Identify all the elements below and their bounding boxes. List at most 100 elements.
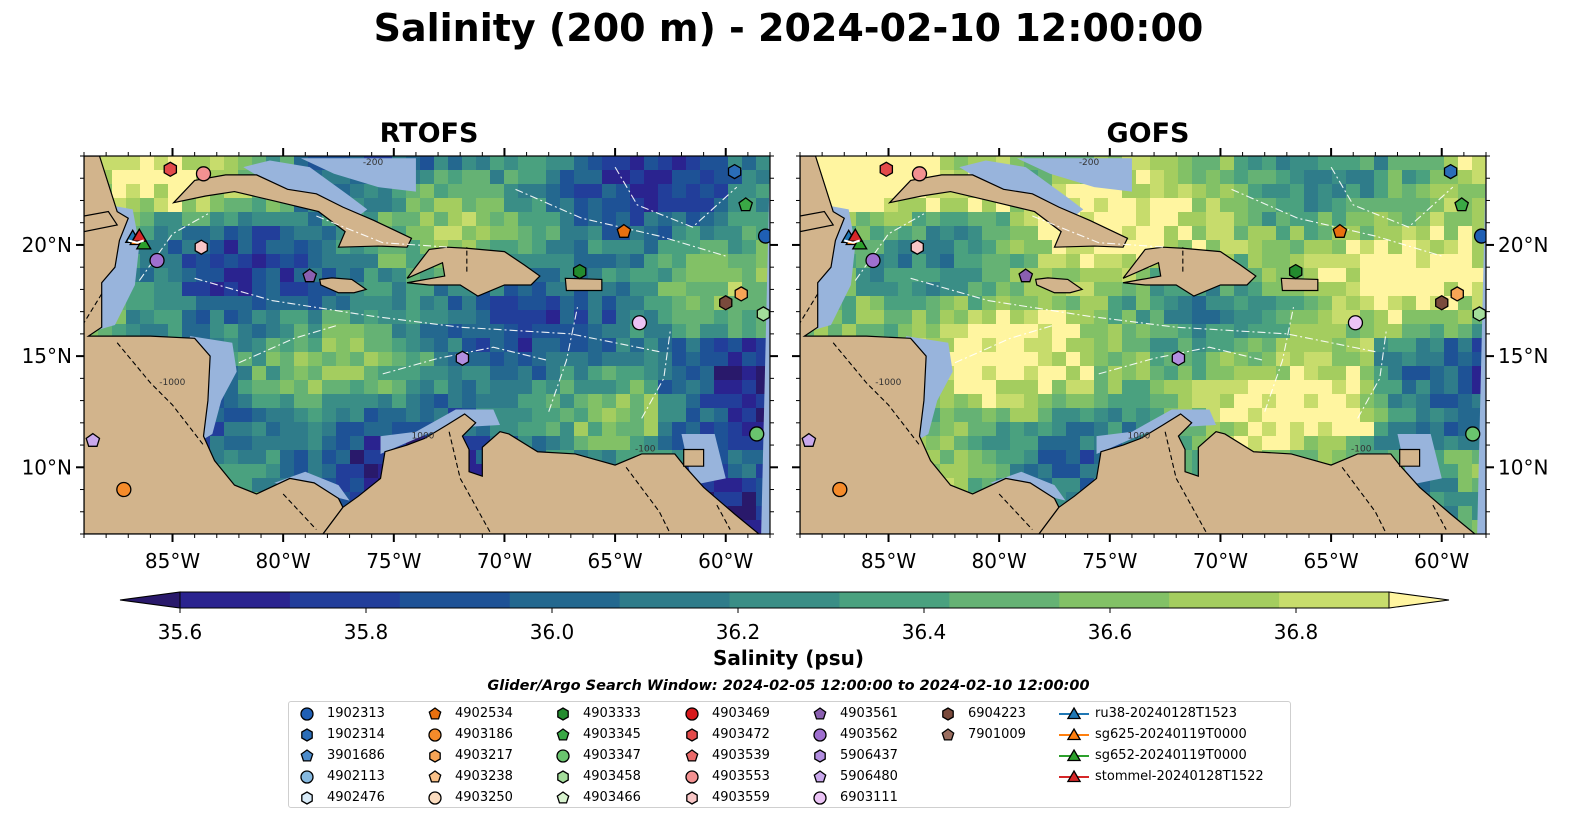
contour-labels-gofs: -200 -1000 1000 -100 bbox=[875, 158, 1371, 455]
legend-marker-shape bbox=[814, 748, 826, 763]
legend-title: Glider/Argo Search Window: 2024-02-05 12… bbox=[487, 678, 1090, 694]
border-line bbox=[716, 504, 731, 530]
legend: 1902313 1902314 3901686 4902113 4902476 49025… bbox=[288, 701, 1291, 808]
platform-marker bbox=[911, 166, 928, 182]
legend-marker bbox=[1059, 748, 1089, 761]
legend-item: 4903345 bbox=[553, 724, 641, 745]
contour-label: -100 bbox=[1351, 445, 1372, 455]
legend-marker bbox=[686, 727, 698, 742]
legend-marker-shape bbox=[556, 790, 570, 804]
legend-item: 4903469 bbox=[682, 703, 770, 724]
map-panel-gofs: -200 -1000 1000 -100 85°W 80°W 75°W 70°W 65°W 60°… bbox=[792, 148, 1548, 573]
legend-label: 4903347 bbox=[583, 748, 641, 763]
x-tick-label: 60°W bbox=[698, 549, 753, 573]
legend-item: 5906437 bbox=[810, 745, 898, 766]
legend-marker-shape bbox=[1066, 769, 1082, 782]
legend-marker bbox=[685, 769, 699, 784]
legend-marker-shape bbox=[942, 706, 954, 721]
platform-marker bbox=[910, 239, 924, 255]
legend-label: 7901009 bbox=[968, 727, 1026, 742]
legend-label: ru38-20240128T1523 bbox=[1095, 706, 1238, 721]
map-frame-gofs bbox=[799, 155, 1487, 535]
colorbar-bin bbox=[729, 592, 840, 608]
colorbar-extend-high bbox=[1388, 591, 1450, 609]
legend-marker bbox=[941, 727, 955, 741]
legend-item: 3901686 bbox=[297, 745, 385, 766]
legend-marker-shape bbox=[556, 727, 570, 741]
legend-item: ru38-20240128T1523 bbox=[1057, 703, 1237, 724]
land-area bbox=[1122, 246, 1257, 297]
legend-marker bbox=[301, 790, 313, 805]
colorbar-bin bbox=[509, 592, 621, 608]
legend-marker-shape bbox=[813, 706, 827, 720]
platform-marker bbox=[801, 432, 817, 447]
platform-marker bbox=[631, 315, 648, 331]
legend-label: 1902313 bbox=[327, 706, 385, 721]
legend-marker bbox=[685, 748, 699, 762]
legend-marker bbox=[813, 727, 827, 742]
platform-marker bbox=[455, 350, 470, 367]
legend-item: 4902113 bbox=[297, 766, 385, 787]
colorbar-bin bbox=[1169, 592, 1280, 608]
x-tick-label: 85°W bbox=[861, 549, 916, 573]
legend-marker bbox=[556, 748, 570, 763]
legend-marker bbox=[428, 706, 442, 720]
legend-item: 6903111 bbox=[810, 787, 898, 808]
glider-track bbox=[844, 239, 861, 244]
legend-label: 4902113 bbox=[327, 769, 385, 784]
platform-marker bbox=[1171, 350, 1186, 367]
contour-label: -200 bbox=[363, 158, 384, 168]
legend-item: 4903217 bbox=[425, 745, 513, 766]
border-line bbox=[800, 293, 819, 324]
border-line bbox=[84, 293, 103, 324]
legend-item: 4903539 bbox=[682, 745, 770, 766]
legend-item: 1902313 bbox=[297, 703, 385, 724]
legend-marker bbox=[557, 706, 569, 721]
legend-marker bbox=[428, 769, 442, 783]
legend-marker-shape bbox=[556, 748, 570, 763]
legend-item: sg652-20240119T0000 bbox=[1057, 745, 1247, 766]
platform-marker bbox=[1018, 268, 1034, 283]
border-line bbox=[448, 431, 492, 534]
legend-item: 4903559 bbox=[682, 787, 770, 808]
border-line bbox=[116, 342, 204, 446]
legend-label: 4903333 bbox=[583, 706, 641, 721]
figure-title: Salinity (200 m) - 2024-02-10 12:00:00 bbox=[373, 6, 1204, 50]
platform-marker bbox=[734, 286, 748, 302]
border-line bbox=[1432, 504, 1447, 530]
legend-item: 4903562 bbox=[810, 724, 898, 745]
shelf-area bbox=[300, 158, 416, 192]
legend-marker-shape bbox=[685, 769, 699, 784]
land-area bbox=[564, 277, 603, 292]
glider-marker bbox=[851, 235, 868, 250]
legend-label: 5906437 bbox=[840, 748, 898, 763]
legend-marker-shape bbox=[428, 790, 442, 805]
x-tick-label: 80°W bbox=[256, 549, 311, 573]
chart-canvas: -200 -1000 1000 -100 85°W 80°W 75°W 70°W 65°W 60°… bbox=[22, 148, 1548, 640]
legend-marker-shape bbox=[429, 748, 441, 763]
platform-marker bbox=[756, 306, 770, 322]
legend-item: stommel-20240128T1522 bbox=[1057, 766, 1264, 787]
land-area bbox=[406, 246, 541, 297]
y-tick-label: 10°N bbox=[1498, 455, 1548, 479]
eez-line bbox=[238, 324, 339, 364]
land-area bbox=[887, 174, 1129, 248]
legend-item: 4903553 bbox=[682, 766, 770, 787]
legend-item: 5906480 bbox=[810, 766, 898, 787]
eez-line bbox=[1264, 307, 1295, 412]
eez-line bbox=[614, 166, 738, 228]
legend-item: 4902476 bbox=[297, 787, 385, 808]
y-tick-label: 20°N bbox=[1498, 233, 1548, 257]
platform-marker bbox=[1332, 223, 1348, 238]
legend-marker bbox=[300, 748, 314, 762]
legend-marker-shape bbox=[300, 706, 314, 721]
legend-label: 1902314 bbox=[327, 727, 385, 742]
legend-label: 4902534 bbox=[455, 706, 513, 721]
legend-label: 4903469 bbox=[712, 706, 770, 721]
shelf-area bbox=[761, 156, 770, 534]
legend-marker bbox=[300, 769, 314, 784]
legend-marker bbox=[813, 706, 827, 720]
platform-marker bbox=[116, 481, 132, 498]
legend-marker bbox=[1059, 727, 1089, 740]
platform-marker bbox=[85, 432, 101, 447]
